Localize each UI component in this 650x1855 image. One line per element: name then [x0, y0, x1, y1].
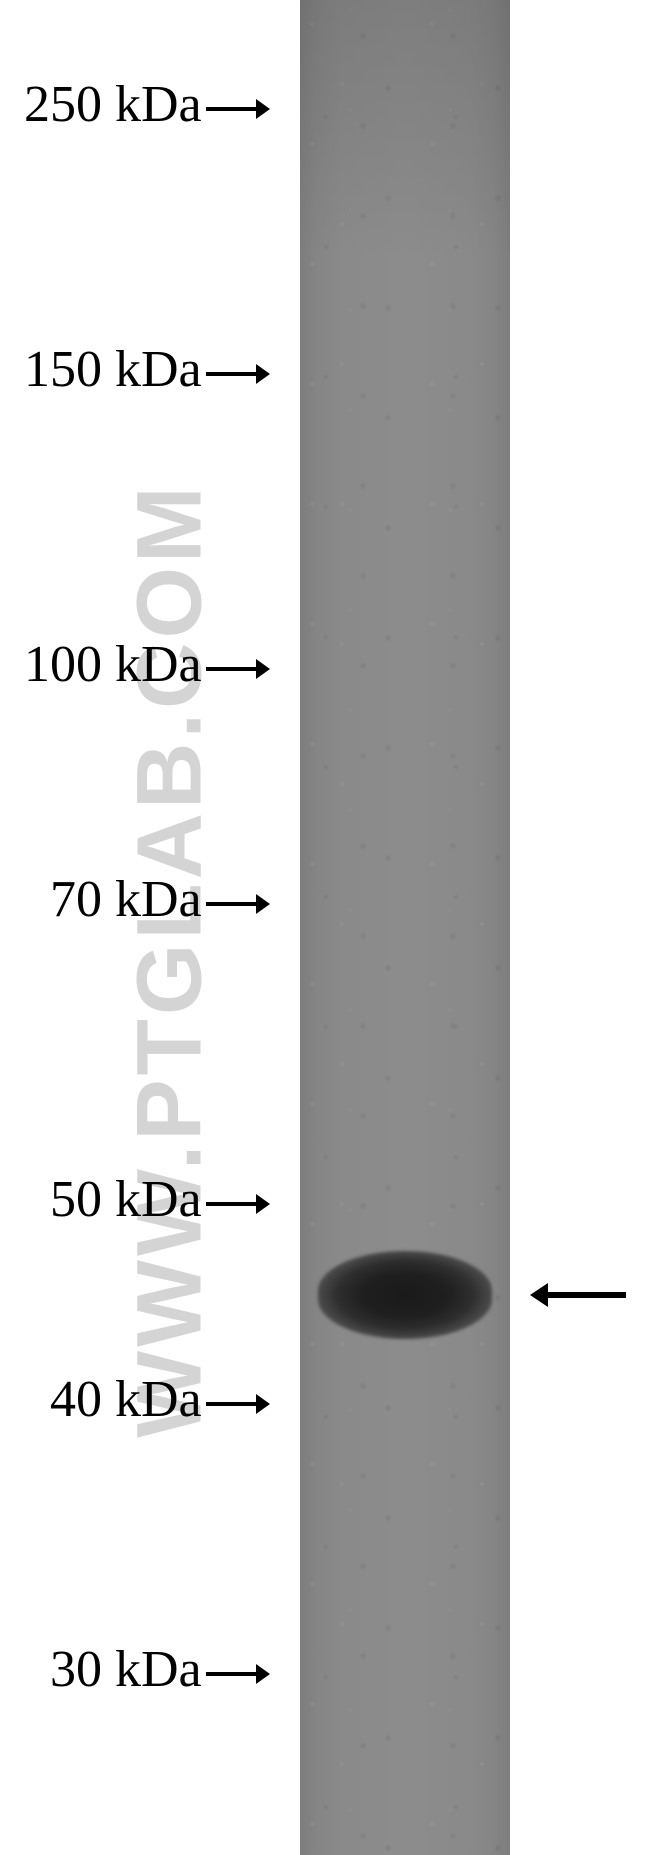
arrow-right-icon: [204, 1389, 272, 1419]
lane-noise: [300, 0, 510, 1855]
arrow-right-icon: [204, 1659, 272, 1689]
marker-text: 40 kDa: [50, 1371, 202, 1428]
lane-top-shadow: [300, 0, 510, 260]
lane-strip: [300, 0, 510, 1855]
marker-text: 250 kDa: [24, 76, 202, 133]
marker-label: 30 kDa: [50, 1644, 272, 1696]
blot-lane: [300, 0, 510, 1855]
band-arrow-icon: [530, 1279, 628, 1316]
arrow-right-icon: [204, 654, 272, 684]
arrow-right-icon: [204, 1189, 272, 1219]
marker-text: 30 kDa: [50, 1641, 202, 1698]
marker-text: 100 kDa: [24, 636, 202, 693]
marker-text: 150 kDa: [24, 341, 202, 398]
watermark-text: WWW.PTGLAB.COM: [118, 482, 223, 1437]
arrow-right-icon: [204, 889, 272, 919]
marker-text: 70 kDa: [50, 871, 202, 928]
marker-label: 250 kDa: [24, 79, 272, 131]
marker-label: 40 kDa: [50, 1374, 272, 1426]
marker-text: 50 kDa: [50, 1171, 202, 1228]
marker-label: 150 kDa: [24, 344, 272, 396]
arrow-right-icon: [204, 94, 272, 124]
marker-label: 100 kDa: [24, 639, 272, 691]
arrow-right-icon: [204, 359, 272, 389]
marker-label: 70 kDa: [50, 874, 272, 926]
marker-label: 50 kDa: [50, 1174, 272, 1226]
protein-band: [318, 1251, 492, 1339]
